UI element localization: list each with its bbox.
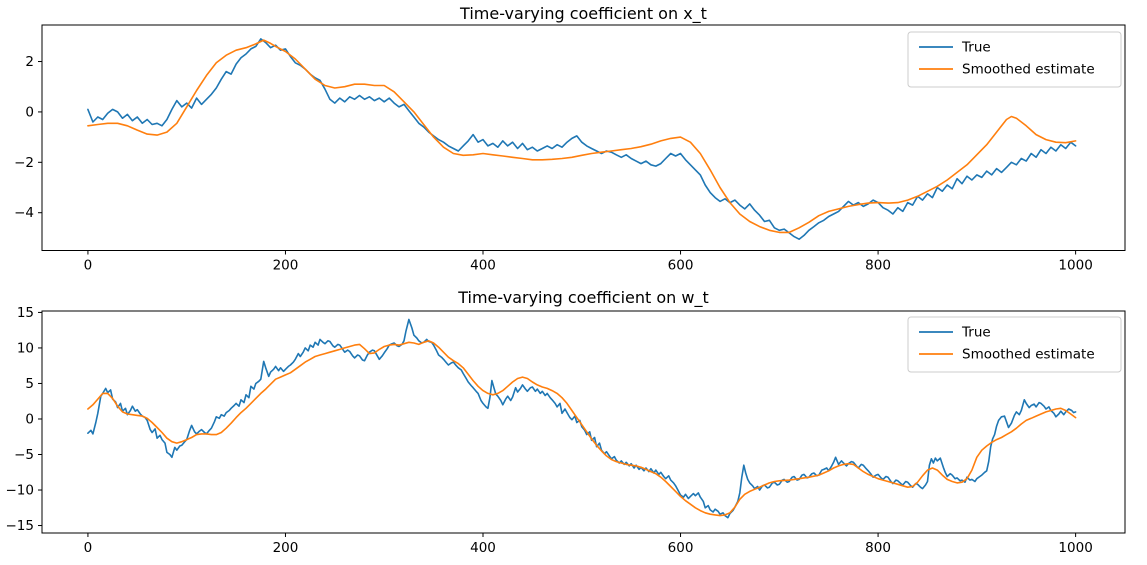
legend-label: Smoothed estimate [962, 347, 1095, 363]
x-tick-label: 600 [668, 540, 694, 556]
legend-label: True [961, 325, 991, 341]
x-tick-label: 1000 [1058, 258, 1092, 274]
y-tick-label: −15 [6, 518, 35, 534]
series-line-smoothed-estimate [87, 39, 1077, 234]
x-tick-label: 0 [84, 258, 93, 274]
y-tick-label: 10 [17, 340, 34, 356]
y-tick-label: 2 [25, 54, 34, 70]
chart-title-bottom: Time-varying coefficient on w_t [458, 288, 709, 307]
legend-label: True [961, 40, 991, 56]
x-tick-label: 200 [273, 258, 299, 274]
legend-label: Smoothed estimate [962, 62, 1095, 78]
series-line-smoothed-estimate [87, 339, 1077, 517]
y-tick-label: −4 [14, 205, 34, 221]
y-tick-label: −5 [14, 447, 34, 463]
y-tick-label: 5 [25, 376, 34, 392]
series-line-true [87, 38, 1077, 240]
axes-frame [41, 310, 1126, 534]
x-tick-label: 800 [865, 540, 891, 556]
x-tick-label: 200 [273, 540, 299, 556]
axes-frame [41, 24, 1126, 251]
x-tick-label: 400 [470, 258, 496, 274]
y-tick-label: 15 [17, 305, 34, 321]
y-tick-label: 0 [25, 411, 34, 427]
y-tick-label: −2 [14, 155, 34, 171]
x-tick-label: 1000 [1058, 540, 1092, 556]
chart-title-top: Time-varying coefficient on x_t [460, 4, 707, 23]
x-tick-label: 0 [84, 540, 93, 556]
x-tick-label: 400 [470, 540, 496, 556]
y-tick-label: −10 [6, 483, 35, 499]
x-tick-label: 600 [668, 258, 694, 274]
legend-box [907, 316, 1122, 373]
x-tick-label: 800 [865, 258, 891, 274]
legend-box [907, 31, 1122, 88]
y-tick-label: 0 [25, 104, 34, 120]
